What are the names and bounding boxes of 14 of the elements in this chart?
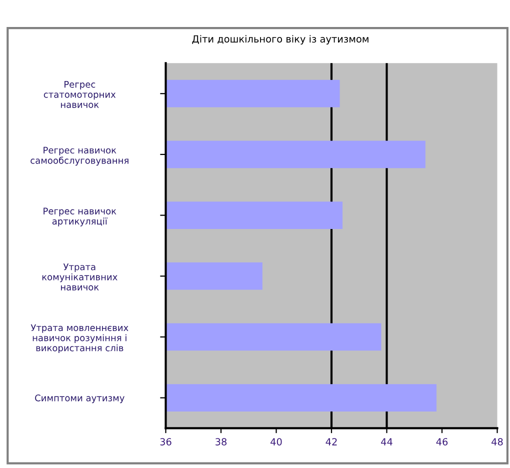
y-tick-label: Симптоми аутизму xyxy=(35,394,124,404)
y-tick-label: Регрес навичок артикуляції xyxy=(44,208,116,226)
x-tick-label: 42 xyxy=(326,438,337,446)
y-tick-label: Утрата комунікативних навичок xyxy=(42,264,118,290)
x-tick-label: 44 xyxy=(381,438,392,446)
x-tick-label: 48 xyxy=(492,438,503,446)
x-tick-label: 40 xyxy=(270,438,282,446)
x-tick-label: 36 xyxy=(160,438,172,446)
x-tick-label: 38 xyxy=(216,438,227,446)
y-tick-label: Утрата мовленнєвих навичок розуміння і використання слів xyxy=(30,324,128,354)
x-tick-label: 46 xyxy=(436,438,448,446)
y-tick-label: Регрес навичок самообслуговування xyxy=(30,146,128,166)
y-tick-label: Регрес статомоторних навичок xyxy=(44,81,116,108)
chart-title: Діти дошкільного віку із аутизмом xyxy=(192,35,368,44)
